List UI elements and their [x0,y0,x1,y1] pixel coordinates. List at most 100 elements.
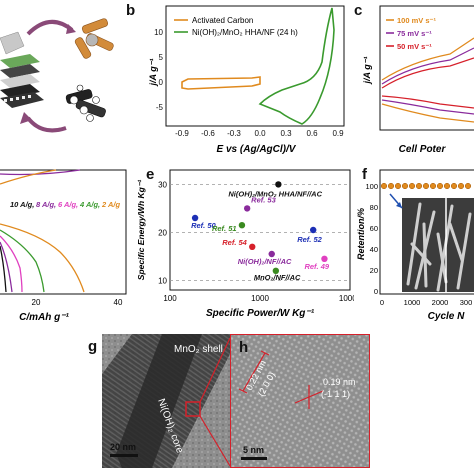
cv-plot-b: 10 5 0 -5 -0.9 -0.6 -0.3 0.0 0.3 0.6 0.9… [148,5,345,155]
f-ylabel: Retention/% [356,208,366,260]
d-legend-4: 4 A/g, [79,200,100,209]
b-legend-ac: Activated Carbon [192,16,253,25]
b-xtick-6: 0.6 [306,129,318,138]
panel-d: 10 A/g, 8 A/g, 6 A/g, 4 A/g, 2 A/g 20 40… [0,164,132,324]
panel-label-f: f [362,166,367,183]
e-ytick: 30 [158,180,167,189]
c-legend-100: 100 mV s⁻¹ [397,16,436,25]
f-ytick-40: 40 [370,245,378,254]
b-ytick-4: -5 [156,103,164,112]
ragone-point [191,214,199,222]
zoom-box [185,401,201,417]
d-legend-6: 6 A/g, [58,200,78,209]
ragone-label: Ref. 52 [297,235,322,244]
ragone-point [321,255,328,262]
hrtem-image-h: 0.22 nm (2 0 0) 0.19 nm (-1 1 1) 5 nm [231,335,369,467]
panel-b: b 10 5 0 -5 -0.9 -0.6 -0.3 0.0 0.3 0.6 0… [122,0,350,162]
panel-h: 0.22 nm (2 0 0) 0.19 nm (-1 1 1) 5 nm h [230,334,370,468]
b-xtick-5: 0.3 [280,129,292,138]
b-xlabel: E vs (Ag/AgCl)/V [217,144,297,155]
f-ytick-80: 80 [370,203,378,212]
ragone-label: Ni(OH)₂/MnO₂ HHA/NF//AC [228,189,322,198]
d-legend-10: 10 A/g, [10,200,34,209]
ragone-point [268,250,275,258]
ragone-label: Ni(OH)₂/NF//AC [238,257,292,266]
f-ytick-100: 100 [365,182,378,191]
cycling-plot-f: 100 80 60 40 20 0 0 1000 2000 300 Retent… [356,169,474,322]
schematic-illustration [0,18,114,133]
d-legend-8: 8 A/g, [36,200,56,209]
tem-image-g: Ni(OH)₂ core MnO₂ shell 20 nm [102,334,230,468]
ragone-point [249,243,256,250]
d-xlabel: C/mAh g⁻¹ [19,312,69,323]
panel-label-h: h [239,339,249,356]
b-xtick-7: 0.9 [332,129,344,138]
b-xtick-1: -0.9 [175,129,189,138]
d-legend-2: 2 A/g [101,200,120,209]
ragone-point [243,205,251,212]
b-ylabel: j/A g⁻¹ [148,59,158,87]
panel-label-e: e [146,166,155,183]
d-xtick-40: 40 [114,298,123,307]
gcd-plot-d: 10 A/g, 8 A/g, 6 A/g, 4 A/g, 2 A/g 20 40… [0,169,127,323]
f-xlabel: Cycle N [428,311,465,322]
ragone-point [275,181,282,188]
panel-e: e 30 20 10 100 1000 10000 Ni(OH)₂/MnO₂ HHA/N… [132,164,354,324]
ragone-point [238,222,246,229]
e-ylabel: Specific Energy/Wh Kg⁻¹ [136,180,146,281]
g-scalebar [110,454,138,457]
cv-curve-ni-mn [258,7,335,125]
panel-g: Ni(OH)₂ core MnO₂ shell 20 nm g [102,334,230,468]
e-xtick: 1000 [251,294,269,303]
ragone-point [272,267,280,274]
b-xtick-2: -0.6 [201,129,215,138]
panel-label-g-outer: g [88,338,98,355]
panel-c: c j/A g⁻¹ Cell Poter 100 mV s⁻¹ 75 mV s⁻… [350,0,474,162]
d-xtick-20: 20 [32,298,41,307]
panel-a-schematic [0,0,120,140]
f-xtick-0: 0 [380,298,384,307]
h-scale-label: 5 nm [243,445,264,455]
c-ylabel: j/A g⁻¹ [362,57,372,85]
panel-f: f 100 80 60 40 20 0 0 [354,164,474,324]
b-ytick-3: 0 [159,78,164,87]
b-ytick-1: 10 [154,28,163,37]
e-ytick: 20 [158,228,167,237]
f-ytick-60: 60 [370,224,378,233]
ragone-point [309,226,317,234]
c-legend-50: 50 mV s⁻¹ [397,42,432,51]
b-xtick-4: 0.0 [254,129,266,138]
panel-label-b: b [126,2,136,19]
ragone-label: Ref. 53 [251,195,276,204]
ragone-label: Ref. 49 [304,262,329,271]
g-scale-label: 20 nm [110,442,136,452]
f-xtick-1000: 1000 [404,298,421,307]
e-xtick: 10000 [339,294,354,303]
f-xtick-3000: 300 [460,298,473,307]
f-ytick-20: 20 [370,266,378,275]
ragone-label: MnO₂/NF//AC [254,273,301,282]
ragone-label: Ref. 54 [222,238,247,247]
cv-curve-activated-carbon [181,76,261,90]
ragone-label: Ref. 50 [191,221,216,230]
b-ytick-2: 5 [159,53,164,62]
e-xtick: 100 [163,294,177,303]
ragone-plot: 30 20 10 100 1000 10000 Ni(OH)₂/MnO₂ HHA/NF/… [136,169,354,319]
b-legend-ni: Ni(OH)₂/MnO₂ HHA/NF (24 h) [192,28,298,37]
panel-label-c: c [354,2,363,19]
f-ytick-0: 0 [374,287,378,296]
h-scalebar [241,457,267,460]
cv-plot-c: j/A g⁻¹ Cell Poter 100 mV s⁻¹ 75 mV s⁻¹ … [362,5,474,155]
ragone-axes [169,169,351,291]
b-xtick-3: -0.3 [227,129,241,138]
e-ytick: 10 [158,276,167,285]
retention-markers [380,182,472,190]
c-legend-75: 75 mV s⁻¹ [397,29,432,38]
shell-label: MnO₂ shell [174,344,223,355]
f-xtick-2000: 2000 [432,298,449,307]
ragone-label: Ref. 51 [212,224,237,233]
e-xlabel: Specific Power/W Kg⁻¹ [206,308,315,319]
c-xlabel: Cell Poter [399,144,447,155]
h-d1: 0.19 nm [323,377,356,387]
h-plane1: (-1 1 1) [321,389,350,399]
